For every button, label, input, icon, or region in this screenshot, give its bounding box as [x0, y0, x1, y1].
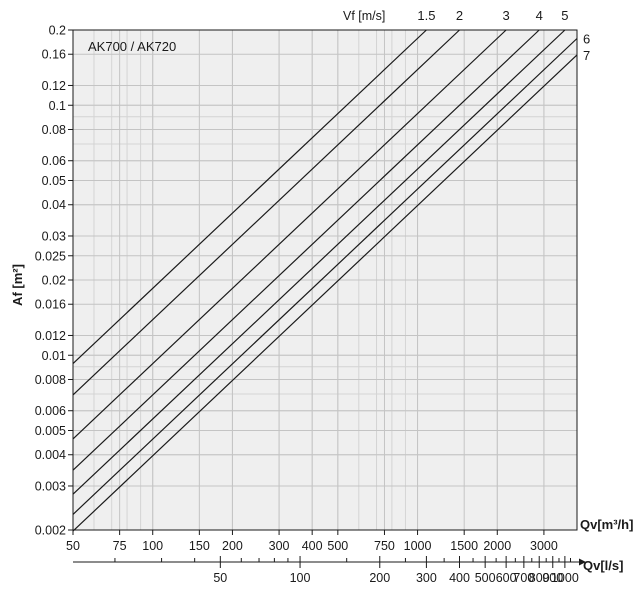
x2-tick-label: 50	[213, 571, 227, 585]
x-tick-label: 1500	[450, 539, 478, 553]
x-tick-label: 400	[302, 539, 323, 553]
x-tick-label: 100	[142, 539, 163, 553]
y-tick-label: 0.008	[35, 373, 66, 387]
y-tick-label: 0.01	[42, 349, 66, 363]
velocity-label-5: 5	[561, 8, 568, 23]
velocity-line-6	[72, 38, 578, 515]
x2-tick-label: 600	[496, 571, 517, 585]
x-tick-label: 150	[189, 539, 210, 553]
velocity-line-1.5	[72, 29, 427, 365]
x-tick-label: 200	[222, 539, 243, 553]
y-tick-label: 0.04	[42, 198, 66, 212]
velocity-label-3: 3	[503, 8, 510, 23]
x-tick-label: 2000	[483, 539, 511, 553]
top-axis-label: Vf [m/s]	[343, 9, 385, 23]
secondary-x-axis-title: Qv[l/s]	[583, 558, 623, 573]
y-tick-label: 0.02	[42, 274, 66, 288]
grid	[73, 30, 577, 530]
x-tick-label: 500	[327, 539, 348, 553]
velocity-line-3	[72, 29, 507, 440]
y-tick-label: 0.16	[42, 48, 66, 62]
x-axis-title: Qv[m³/h]	[580, 517, 633, 532]
x-axis: 50 75 100 150 200 300 400 500 750 1000 1500 2000 300…	[66, 530, 558, 553]
x2-tick-label: 100	[290, 571, 311, 585]
x-tick-label: 750	[374, 539, 395, 553]
x2-tick-label: 500	[475, 571, 496, 585]
y-axis: 0.002 0.003 0.004 0.005 0.006 0.008 0.01 0.012 0…	[35, 24, 73, 538]
y-tick-label: 0.006	[35, 404, 66, 418]
velocity-label-7: 7	[583, 48, 590, 63]
y-tick-label: 0.012	[35, 329, 66, 343]
x-tick-label: 3000	[530, 539, 558, 553]
y-tick-label: 0.08	[42, 123, 66, 137]
y-tick-label: 0.005	[35, 424, 66, 438]
velocity-line-7	[72, 54, 578, 532]
y-tick-label: 0.03	[42, 229, 66, 243]
y-tick-label: 0.06	[42, 154, 66, 168]
y-tick-label: 0.004	[35, 448, 66, 462]
y-tick-label: 0.003	[35, 479, 66, 493]
series-lines	[72, 29, 578, 532]
y-tick-label: 0.12	[42, 79, 66, 93]
velocity-line-5	[72, 29, 566, 495]
x2-tick-label: 1000	[551, 571, 579, 585]
velocity-line-2	[72, 29, 460, 396]
x-tick-label: 50	[66, 539, 80, 553]
velocity-label-2: 2	[456, 8, 463, 23]
velocity-label-4: 4	[536, 8, 543, 23]
x-tick-label: 300	[269, 539, 290, 553]
x2-tick-label: 700	[513, 571, 534, 585]
x2-tick-label: 300	[416, 571, 437, 585]
velocity-line-4	[72, 29, 540, 471]
x2-tick-label: 200	[369, 571, 390, 585]
y-tick-label: 0.1	[49, 99, 66, 113]
x2-tick-label: 900	[542, 571, 563, 585]
y-tick-label: 0.016	[35, 298, 66, 312]
velocity-label-6: 6	[583, 31, 590, 46]
series-labels: 1.5 2 3 4 56 7	[417, 8, 590, 63]
chart-title: AK700 / AK720	[88, 39, 176, 54]
velocity-label-1.5: 1.5	[417, 8, 435, 23]
x-tick-label: 75	[113, 539, 127, 553]
y-tick-label: 0.002	[35, 524, 66, 538]
y-axis-title: Af [m²]	[10, 264, 25, 306]
x-tick-label: 1000	[404, 539, 432, 553]
secondary-x-axis-arrow	[579, 558, 586, 566]
y-tick-label: 0.05	[42, 174, 66, 188]
x2-tick-label: 800	[529, 571, 550, 585]
y-tick-label: 0.025	[35, 249, 66, 263]
y-tick-label: 0.2	[49, 24, 66, 38]
x2-tick-label: 400	[449, 571, 470, 585]
